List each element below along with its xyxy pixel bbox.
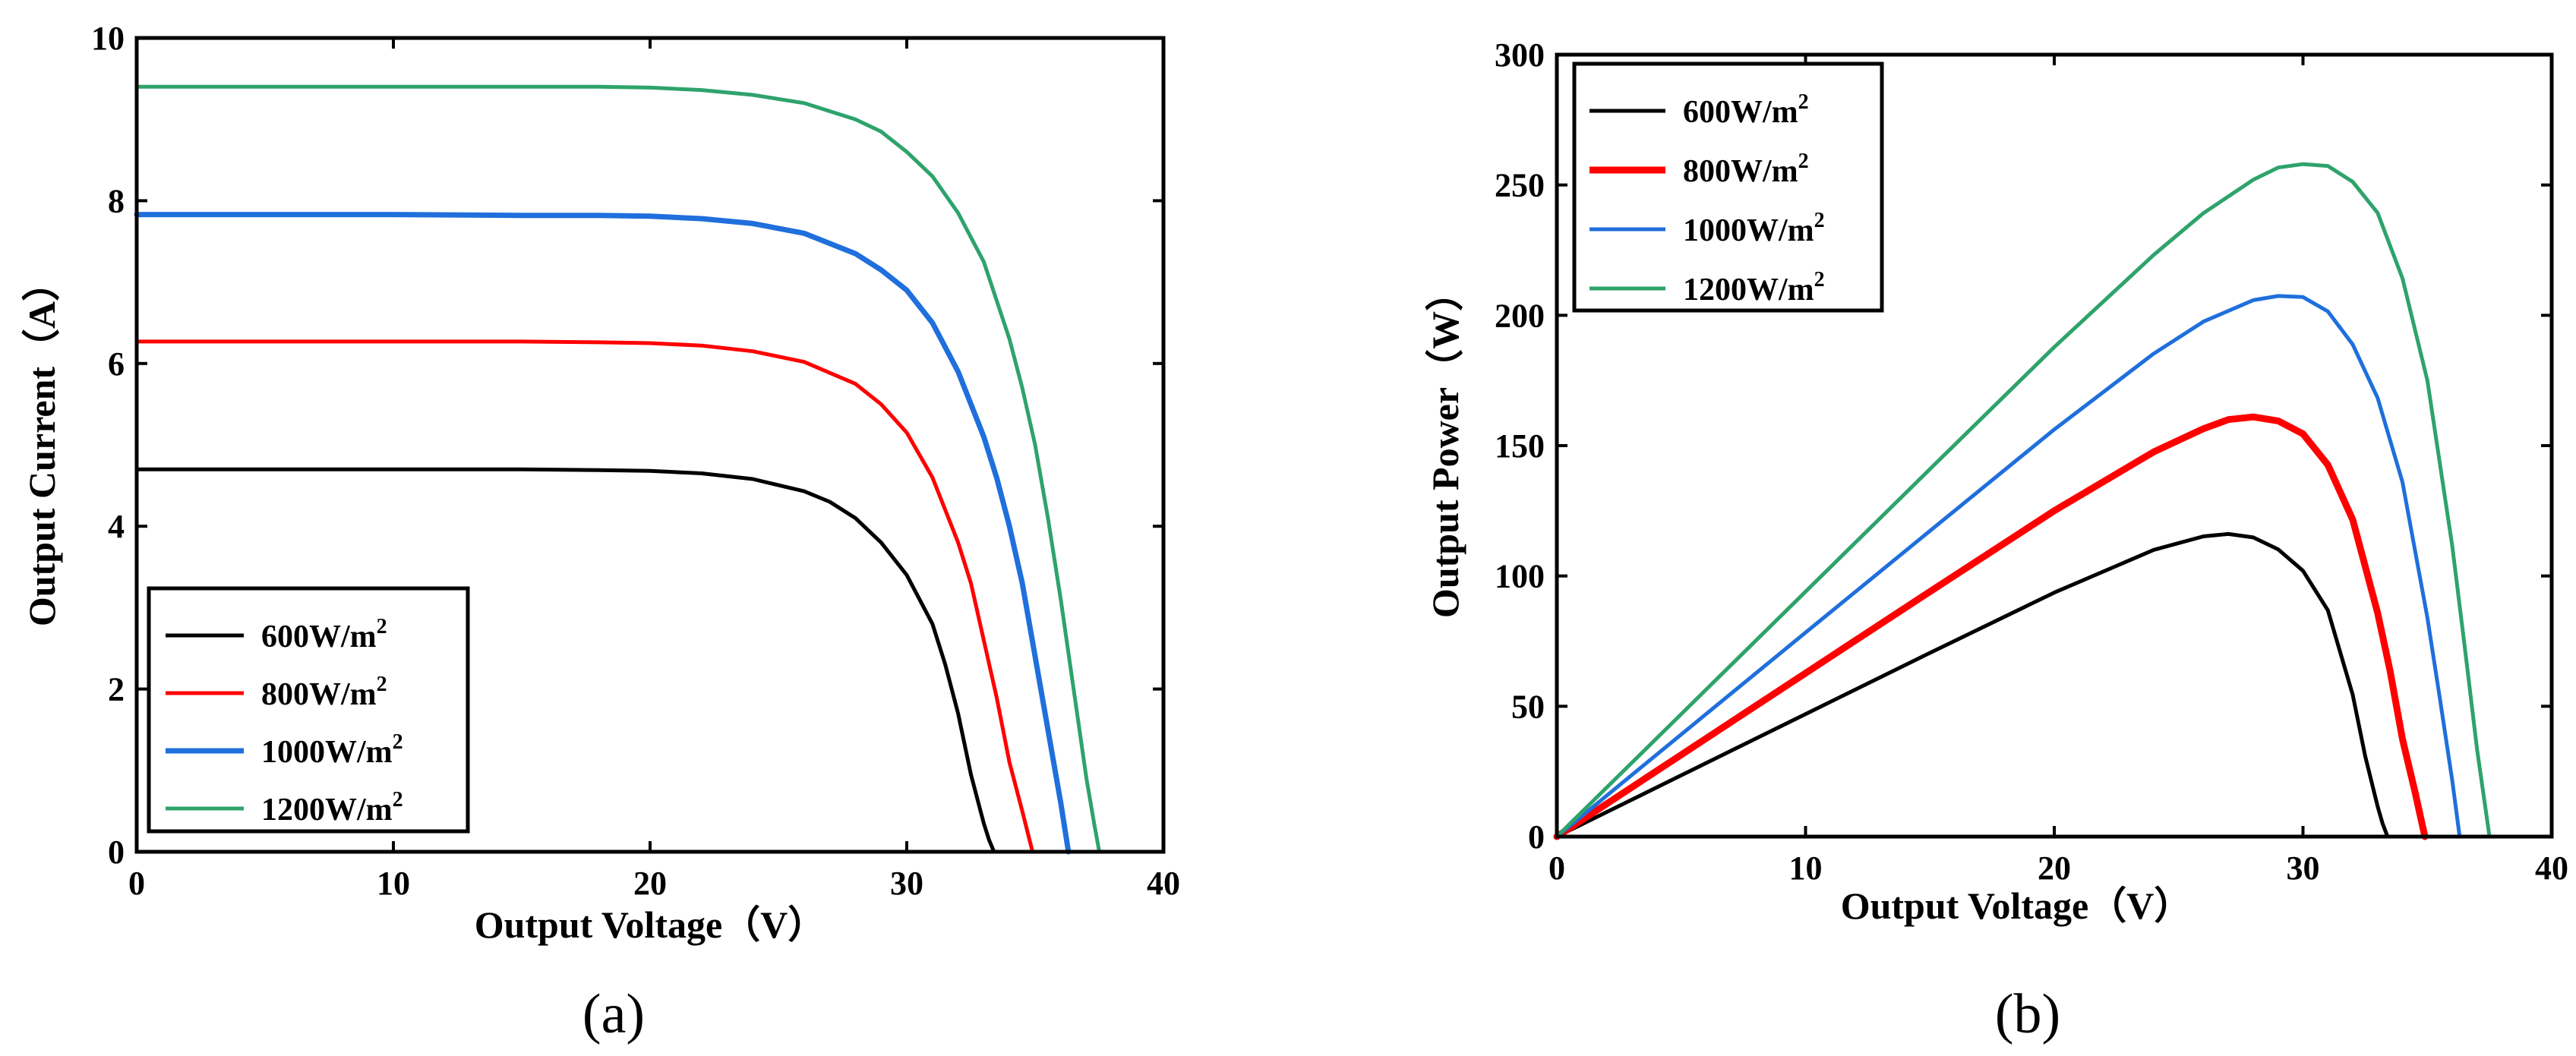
y-tick-label: 8 xyxy=(108,182,125,219)
panel-label-b: (b) xyxy=(1995,983,2060,1045)
y-tick-label: 2 xyxy=(108,671,125,708)
power-voltage-chart: 0 10 20 30 40 0 50 100 150 200 250 300 Output Volta… xyxy=(1424,36,2568,1045)
y-axis-title: Output Current（A） xyxy=(21,263,63,626)
ticks-layer: 0 10 20 30 40 0 50 100 150 200 250 300 xyxy=(1495,36,2568,887)
series-line-3 xyxy=(134,84,1101,854)
series-layer xyxy=(1553,162,2492,840)
series-layer xyxy=(134,84,1101,855)
y-tick-label: 0 xyxy=(1528,818,1545,856)
legend-label-0: 600W/m2 xyxy=(1683,90,1809,130)
ticks-layer: 0 10 20 30 40 0 2 4 6 8 10 xyxy=(91,20,1180,902)
y-tick-label: 4 xyxy=(108,508,125,545)
series-line-0 xyxy=(134,467,996,854)
legend-frame xyxy=(1572,61,1884,313)
x-tick-label: 10 xyxy=(1789,850,1823,887)
legend-label-3: 1200W/m2 xyxy=(261,788,403,827)
x-axis-title: Output Voltage（V） xyxy=(1841,884,2192,927)
y-tick-label: 6 xyxy=(108,345,125,383)
x-tick-label: 40 xyxy=(1147,865,1180,902)
y-tick-label: 10 xyxy=(91,20,125,57)
legend: 600W/m2 800W/m2 1000W/m2 1200W/m2 xyxy=(1572,61,1884,313)
y-tick-label: 100 xyxy=(1495,558,1545,595)
x-tick-label: 0 xyxy=(128,865,145,902)
x-tick-label: 20 xyxy=(2038,850,2071,887)
x-tick-label: 40 xyxy=(2535,850,2568,887)
legend-label-2: 1000W/m2 xyxy=(1683,209,1825,248)
y-tick-label: 250 xyxy=(1495,167,1545,204)
x-tick-label: 20 xyxy=(633,865,667,902)
y-tick-label: 150 xyxy=(1495,427,1545,465)
x-tick-label: 0 xyxy=(1548,850,1565,887)
series-line-1 xyxy=(1553,413,2429,840)
series-line-2 xyxy=(1555,294,2462,839)
current-voltage-chart: 0 10 20 30 40 0 2 4 6 8 10 Output Voltage（V） Outpu… xyxy=(21,20,1180,1045)
y-axis-title: Output Power（W） xyxy=(1424,273,1466,618)
y-tick-label: 200 xyxy=(1495,297,1545,334)
x-tick-label: 10 xyxy=(377,865,410,902)
legend-label-2: 1000W/m2 xyxy=(261,730,403,770)
panel-label-a: (a) xyxy=(582,983,645,1045)
legend-label-1: 800W/m2 xyxy=(261,673,387,712)
y-tick-label: 0 xyxy=(108,834,125,871)
series-line-1 xyxy=(134,339,1035,854)
series-line-3 xyxy=(1555,162,2492,839)
legend-label-0: 600W/m2 xyxy=(261,615,387,654)
x-axis-title: Output Voltage（V） xyxy=(475,903,826,946)
legend: 600W/m2 800W/m2 1000W/m2 1200W/m2 xyxy=(147,586,470,834)
legend-label-3: 1200W/m2 xyxy=(1683,268,1825,307)
series-line-0 xyxy=(1555,531,2390,839)
y-tick-label: 300 xyxy=(1495,36,1545,74)
x-tick-label: 30 xyxy=(890,865,923,902)
x-tick-label: 30 xyxy=(2287,850,2320,887)
y-tick-label: 50 xyxy=(1511,688,1545,725)
legend-label-1: 800W/m2 xyxy=(1683,150,1809,189)
series-line-2 xyxy=(134,212,1072,855)
legend-frame xyxy=(147,586,470,834)
